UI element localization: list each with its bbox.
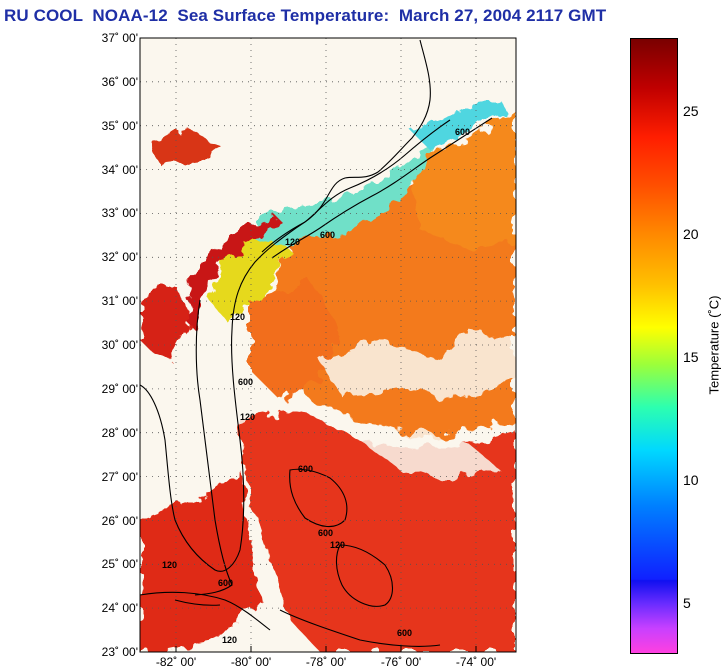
sst-florida-strait-red xyxy=(140,470,260,652)
lat-label: 27˚ 00' xyxy=(101,470,138,484)
colorbar-label: Temperature (˚C) xyxy=(706,295,722,395)
isobath-label: 600 xyxy=(397,628,412,638)
graticule xyxy=(140,38,516,652)
isobath-label: 120 xyxy=(230,312,245,322)
lat-label: 32˚ 00' xyxy=(101,250,138,264)
lat-label: 33˚ 00' xyxy=(101,206,138,220)
sst-north-patch xyxy=(150,130,220,165)
lat-label: 37˚ 00' xyxy=(101,31,138,45)
isobath-label: 600 xyxy=(320,230,335,240)
sst-warm-coastal-band xyxy=(185,215,282,330)
lat-label: 26˚ 00' xyxy=(101,514,138,528)
sst-central-orange xyxy=(250,280,340,400)
lat-label: 24˚ 00' xyxy=(101,601,138,615)
lat-label: 35˚ 00' xyxy=(101,119,138,133)
isobath-label: 120 xyxy=(330,540,345,550)
colorbar-tick: 15 xyxy=(683,349,699,365)
lon-label: -78˚ 00' xyxy=(305,655,347,669)
coastline xyxy=(139,39,493,647)
colorbar xyxy=(630,38,678,654)
colorbar-tick: 20 xyxy=(683,226,699,242)
florida-west-shelf xyxy=(194,299,233,596)
lon-label: -80˚ 00' xyxy=(230,655,272,669)
isobath-label: 600 xyxy=(318,528,333,538)
lat-label: 28˚ 00' xyxy=(101,426,138,440)
lat-label: 30˚ 00' xyxy=(101,338,138,352)
colorbar-tick: 25 xyxy=(683,103,699,119)
sst-cool-shelf xyxy=(255,140,440,245)
cuba-coast xyxy=(139,591,271,631)
isobath-label: 120 xyxy=(162,560,177,570)
lon-label: -74˚ 00' xyxy=(455,655,497,669)
lat-label: 29˚ 00' xyxy=(101,382,138,396)
lat-label: 36˚ 00' xyxy=(101,75,138,89)
lat-label: 23˚ 00' xyxy=(101,645,138,659)
isobath-120 xyxy=(261,119,451,253)
sst-cool-shelf-north xyxy=(410,100,505,150)
colorbar-tick: 10 xyxy=(683,472,699,488)
lat-label: 34˚ 00' xyxy=(101,163,138,177)
lat-label: 25˚ 00' xyxy=(101,557,138,571)
map-ticks xyxy=(175,646,477,652)
isobath-label: 600 xyxy=(218,578,233,588)
isobath-label: 600 xyxy=(455,127,470,137)
bahamas-bank-south xyxy=(335,544,394,607)
isobath-600 xyxy=(271,117,493,259)
cuba-south xyxy=(279,609,441,647)
colorbar-tick: 5 xyxy=(683,595,691,611)
lon-label: -82˚ 00' xyxy=(155,655,197,669)
page-title: RU COOL NOAA-12 Sea Surface Temperature:… xyxy=(4,6,607,25)
isobath-label: 120 xyxy=(222,635,237,645)
isobath-label: 600 xyxy=(298,464,313,474)
isobath-label: 120 xyxy=(240,412,255,422)
lon-label: -76˚ 00' xyxy=(380,655,422,669)
map-frame xyxy=(139,37,517,653)
lat-label: 31˚ 00' xyxy=(101,294,138,308)
sst-offshore-orange-north xyxy=(410,110,515,250)
isobath-label: 600 xyxy=(238,377,253,387)
isobath-label: 120 xyxy=(285,237,300,247)
keys xyxy=(174,599,221,606)
us-east-coast xyxy=(139,39,431,572)
sst-gulf-patches xyxy=(140,285,190,360)
isobath-labels: 600 120 600 120 600 120 600 600 120 600 … xyxy=(162,127,470,645)
